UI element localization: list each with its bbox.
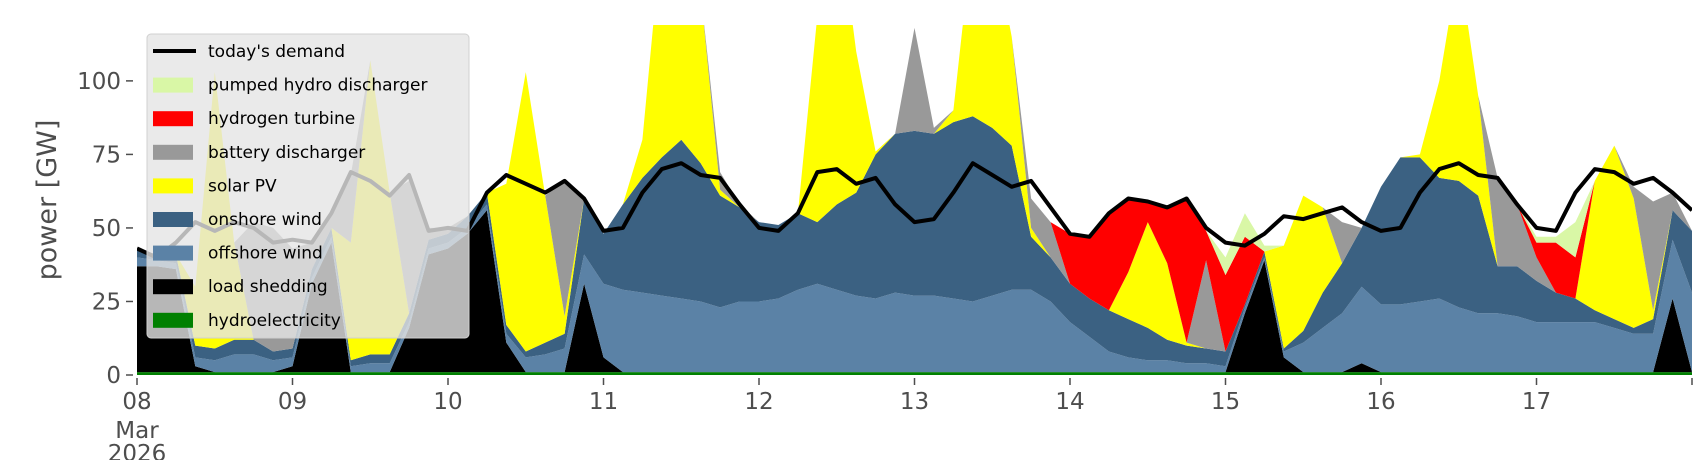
legend-label: pumped hydro discharger bbox=[208, 76, 427, 96]
y-tick-label: 100 bbox=[77, 69, 121, 95]
y-tick-label: 50 bbox=[92, 216, 121, 242]
legend-label: battery discharger bbox=[208, 143, 365, 163]
legend-swatch bbox=[153, 111, 193, 127]
x-tick-label: 17 bbox=[1522, 389, 1551, 415]
area-solar-pv bbox=[137, 25, 1692, 361]
legend-label: today's demand bbox=[208, 42, 345, 62]
legend-label: load shedding bbox=[208, 277, 328, 297]
x-tick-label: 13 bbox=[900, 389, 929, 415]
legend: today's demand pumped hydro discharger hyd… bbox=[146, 33, 470, 339]
x-tick-year: 2026 bbox=[108, 441, 167, 460]
legend-swatch bbox=[153, 178, 193, 194]
legend-label: onshore wind bbox=[208, 210, 322, 230]
legend-swatch bbox=[153, 77, 193, 93]
x-tick-label: 10 bbox=[433, 389, 462, 415]
area-onshore-wind bbox=[137, 116, 1692, 367]
legend-label: solar PV bbox=[208, 176, 277, 196]
y-tick-label: 0 bbox=[106, 363, 121, 389]
x-tick-label: 11 bbox=[589, 389, 618, 415]
legend-swatch bbox=[153, 144, 193, 160]
x-tick-label: 09 bbox=[278, 389, 307, 415]
area-offshore-wind bbox=[137, 204, 1692, 373]
x-tick-label: 08 bbox=[122, 389, 151, 415]
legend-swatch bbox=[153, 312, 193, 328]
legend-swatch bbox=[153, 245, 193, 261]
legend-label: hydrogen turbine bbox=[208, 109, 355, 129]
legend-label: offshore wind bbox=[208, 244, 323, 264]
legend-swatch bbox=[153, 212, 193, 227]
x-tick-month: Mar bbox=[115, 418, 159, 444]
area-hydroelectricity bbox=[137, 372, 1692, 375]
y-tick-label: 25 bbox=[92, 289, 121, 315]
x-tick-label: 16 bbox=[1366, 389, 1395, 415]
y-axis-label: power [GW] bbox=[32, 120, 63, 281]
legend-swatch bbox=[153, 279, 193, 295]
x-tick-label: 12 bbox=[744, 389, 773, 415]
y-tick-label: 75 bbox=[92, 142, 121, 168]
legend-box bbox=[146, 33, 470, 339]
x-tick-label: 15 bbox=[1211, 389, 1240, 415]
x-tick-label: 14 bbox=[1055, 389, 1084, 415]
legend-label: hydroelectricity bbox=[208, 311, 341, 331]
